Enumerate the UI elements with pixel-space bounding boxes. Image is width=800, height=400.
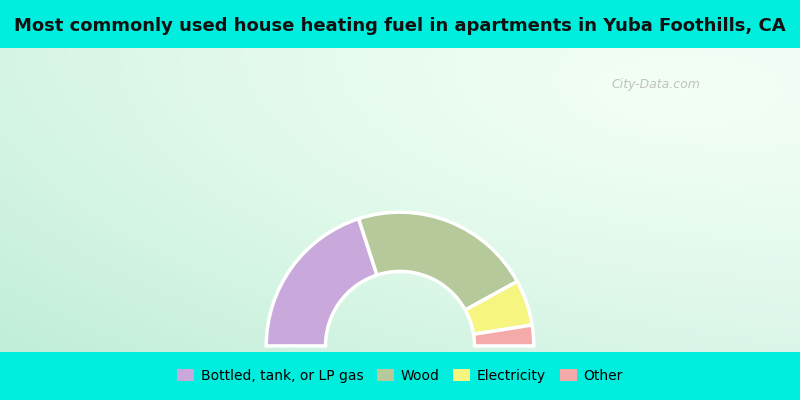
- Wedge shape: [466, 282, 532, 334]
- Legend: Bottled, tank, or LP gas, Wood, Electricity, Other: Bottled, tank, or LP gas, Wood, Electric…: [177, 369, 623, 383]
- Text: Most commonly used house heating fuel in apartments in Yuba Foothills, CA: Most commonly used house heating fuel in…: [14, 17, 786, 35]
- Text: City-Data.com: City-Data.com: [611, 78, 701, 91]
- Wedge shape: [358, 212, 518, 310]
- Wedge shape: [266, 219, 377, 346]
- Wedge shape: [474, 325, 534, 346]
